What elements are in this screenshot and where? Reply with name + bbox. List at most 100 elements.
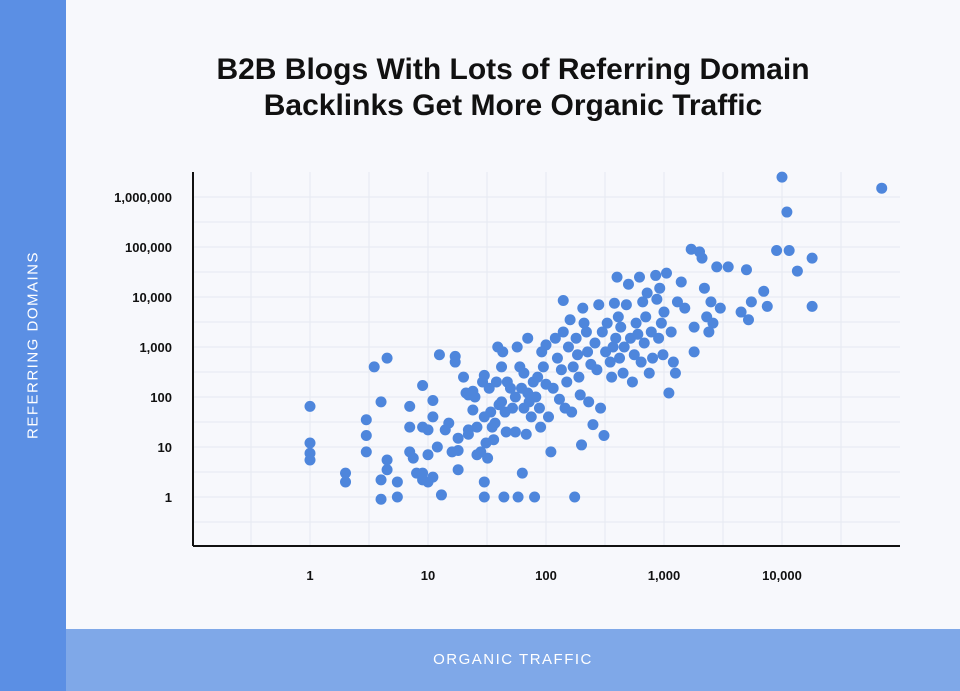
data-point — [467, 404, 479, 416]
data-point — [478, 369, 490, 381]
bottom-band: ORGANIC TRAFFIC — [66, 629, 960, 691]
data-point — [360, 414, 372, 426]
x-tick-label: 1 — [306, 568, 313, 583]
data-point — [427, 411, 439, 423]
data-point — [657, 349, 669, 361]
data-point — [735, 306, 747, 318]
data-point — [574, 389, 586, 401]
data-point — [643, 367, 655, 379]
data-point — [391, 476, 403, 488]
data-point — [496, 361, 508, 373]
y-tick-label: 100,000 — [125, 240, 172, 255]
data-point — [561, 376, 573, 388]
data-point — [452, 432, 464, 444]
data-point — [520, 428, 532, 440]
data-point — [482, 452, 494, 464]
data-point — [551, 352, 563, 364]
data-point — [806, 252, 818, 264]
data-point — [582, 346, 594, 358]
data-point — [458, 371, 470, 383]
data-point — [667, 356, 679, 368]
data-point — [469, 391, 481, 403]
data-point — [449, 350, 461, 362]
data-point — [471, 421, 483, 433]
data-point — [483, 382, 495, 394]
data-point — [783, 245, 795, 257]
left-band: REFERRING DOMAINS — [0, 0, 66, 691]
data-point — [617, 367, 629, 379]
data-point — [532, 371, 544, 383]
data-point — [591, 364, 603, 376]
data-point — [654, 282, 666, 294]
data-point — [634, 271, 646, 283]
data-point — [488, 434, 500, 446]
data-point — [758, 285, 770, 297]
data-point — [375, 396, 387, 408]
data-point — [391, 491, 403, 503]
x-tick-label: 10,000 — [762, 568, 802, 583]
data-point — [462, 428, 474, 440]
x-tick-label: 100 — [535, 568, 557, 583]
x-tick-label: 1,000 — [648, 568, 681, 583]
chart-title-line-2: Backlinks Get More Organic Traffic — [263, 89, 763, 122]
data-point — [497, 346, 509, 358]
data-point — [562, 341, 574, 353]
data-point — [506, 402, 518, 414]
data-point — [500, 426, 512, 438]
data-point — [614, 352, 626, 364]
data-point — [632, 328, 644, 340]
data-point — [653, 332, 665, 344]
data-point — [340, 476, 352, 488]
data-point — [573, 371, 585, 383]
data-point — [675, 276, 687, 288]
y-tick-label: 10 — [158, 440, 172, 455]
data-point — [612, 311, 624, 323]
data-point — [589, 337, 601, 349]
y-tick-label: 100 — [150, 390, 172, 405]
data-point — [570, 332, 582, 344]
data-point — [533, 402, 545, 414]
y-tick-label: 1 — [165, 490, 172, 505]
data-point — [381, 464, 393, 476]
data-point — [638, 337, 650, 349]
data-point — [615, 321, 627, 333]
y-tick-label: 1,000,000 — [114, 190, 172, 205]
data-point — [595, 402, 607, 414]
data-point — [651, 293, 663, 305]
data-point — [564, 314, 576, 326]
data-point — [703, 326, 715, 338]
data-point — [618, 341, 630, 353]
data-point — [509, 426, 521, 438]
data-point — [745, 296, 757, 308]
data-point — [340, 467, 352, 479]
data-point — [360, 446, 372, 458]
data-point — [304, 400, 316, 412]
data-point — [427, 471, 439, 483]
data-point — [663, 387, 675, 399]
data-point — [525, 411, 537, 423]
data-point — [431, 441, 443, 453]
data-point — [604, 356, 616, 368]
data-point — [698, 282, 710, 294]
data-point — [404, 421, 416, 433]
data-point — [628, 349, 640, 361]
data-point — [557, 295, 569, 307]
y-tick-label: 1,000 — [139, 340, 172, 355]
data-point — [661, 267, 673, 279]
data-point — [566, 406, 578, 418]
y-tick-label: 10,000 — [132, 290, 172, 305]
data-point — [490, 376, 502, 388]
data-point — [722, 261, 734, 273]
data-point — [593, 299, 605, 311]
x-axis-label: ORGANIC TRAFFIC — [433, 651, 593, 668]
data-point — [478, 476, 490, 488]
data-point — [443, 417, 455, 429]
data-point — [547, 382, 559, 394]
data-point — [601, 317, 613, 329]
data-point — [705, 296, 717, 308]
data-point — [304, 437, 316, 449]
data-point — [529, 491, 541, 503]
data-point — [516, 467, 528, 479]
data-point — [596, 326, 608, 338]
data-point — [669, 367, 681, 379]
